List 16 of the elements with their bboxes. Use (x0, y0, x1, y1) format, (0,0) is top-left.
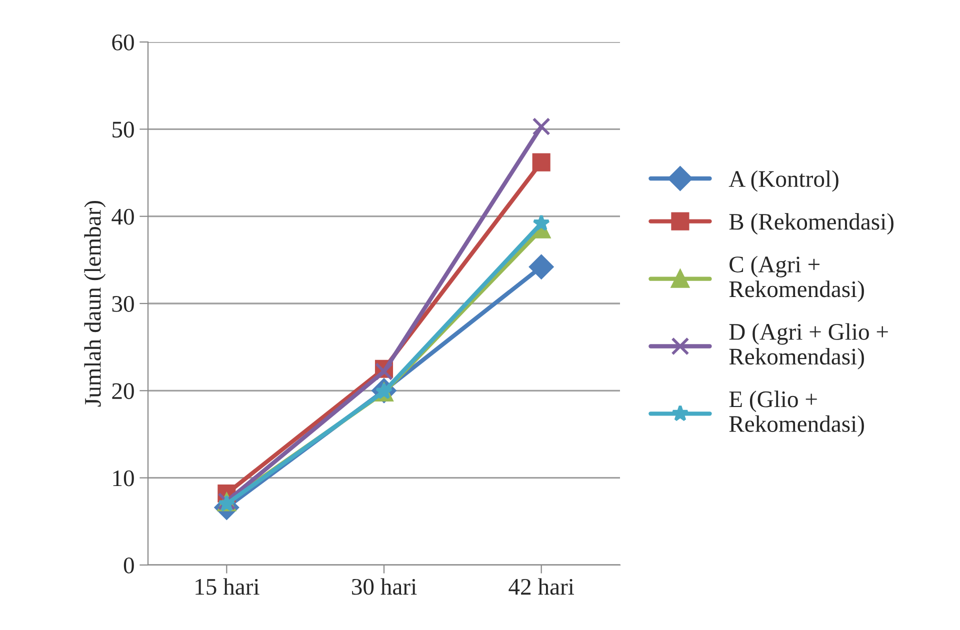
y-tick-label: 50 (112, 122, 134, 138)
legend-label: A (Kontrol) (728, 170, 838, 192)
y-tick-label: 20 (112, 383, 134, 400)
y-tick-label: 60 (112, 34, 134, 50)
legend-label: E (Glio + Rekomendasi) (729, 390, 864, 437)
legend-label: B (Rekomendasi) (729, 213, 894, 235)
legend-label: D (Agri + Glio + Rekomendasi) (729, 323, 888, 370)
x-tick-label: 15 hari (196, 578, 260, 595)
y-axis-title: Jumlah daun (lembar) (84, 200, 106, 407)
x-tick-label: 30 hari (352, 578, 417, 595)
y-tick-label: 0 (124, 557, 134, 574)
y-tick-label: 30 (112, 296, 134, 312)
legend-label: C (Agri + Rekomendasi) (729, 256, 864, 302)
x-tick-label: 42 hari (508, 578, 574, 595)
y-tick-label: 10 (113, 470, 134, 486)
y-tick-label: 40 (112, 208, 134, 225)
